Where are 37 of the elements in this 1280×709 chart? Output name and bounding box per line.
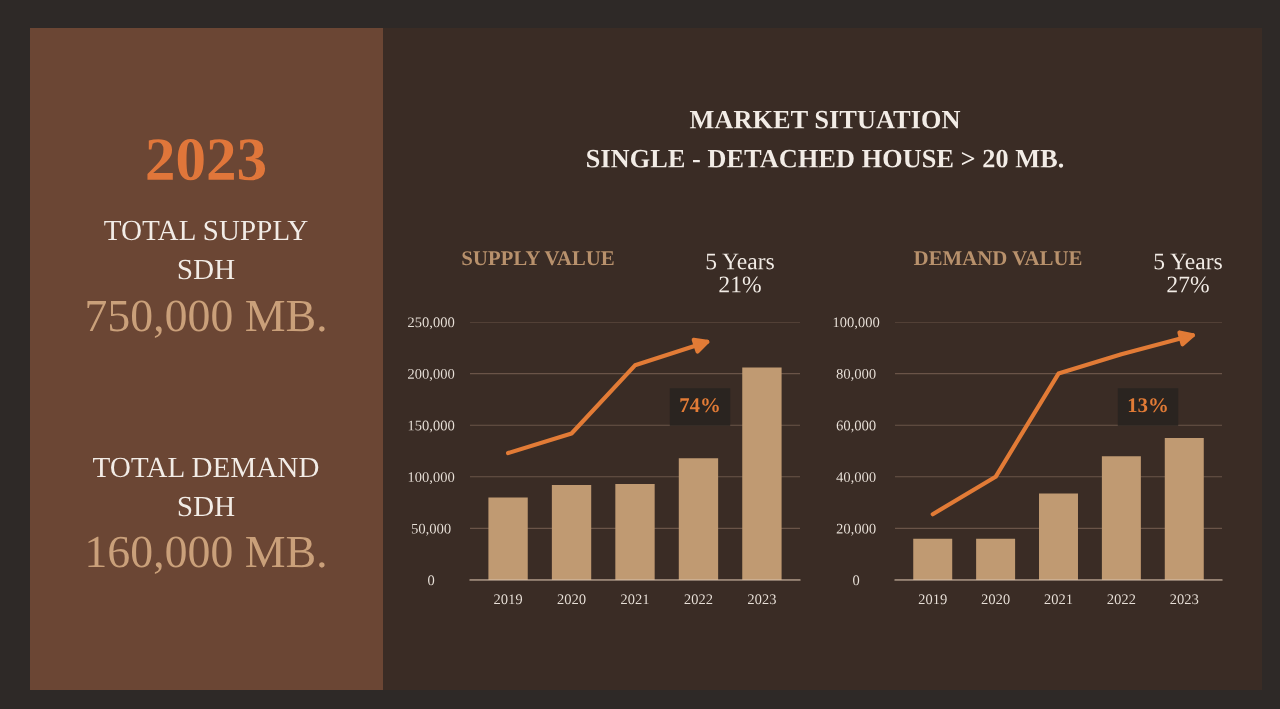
text: MARKET SITUATION (689, 110, 961, 129)
x-tick-label: 2021 (1044, 594, 1073, 605)
y-tick-label: 100,000 (833, 317, 880, 330)
text: SDH (178, 259, 235, 280)
x-tick-label: 2019 (494, 594, 523, 605)
text: 2023 (147, 139, 266, 181)
y-tick-label: 0 (428, 575, 435, 586)
y-tick-label: 60,000 (836, 420, 876, 433)
annotation: 13% (1128, 398, 1167, 413)
text: 160,000 MB. (88, 536, 325, 575)
y-tick-label: 80,000 (836, 368, 876, 381)
y-tick-label: 250,000 (408, 317, 455, 330)
text: TOTAL DEMAND (93, 457, 319, 478)
text: SDH (178, 496, 235, 517)
text: 750,000 MB. (87, 300, 325, 339)
y-tick-label: 100,000 (408, 472, 455, 485)
chart-title: SUPPLY VALUE (462, 251, 614, 266)
x-tick-label: 2022 (684, 594, 713, 605)
x-tick-label: 2022 (1107, 594, 1136, 605)
y-tick-label: 150,000 (408, 420, 455, 433)
text: 5 Years 27% (1154, 253, 1222, 293)
x-tick-label: 2020 (981, 594, 1010, 605)
x-tick-label: 2021 (621, 594, 649, 605)
x-tick-label: 2019 (918, 594, 947, 605)
y-tick-label: 50,000 (411, 523, 451, 536)
y-tick-label: 20,000 (836, 523, 876, 536)
text: SINGLE - DETACHED HOUSE > 20 MB. (587, 149, 1064, 168)
x-tick-label: 2023 (747, 594, 776, 605)
y-tick-label: 40,000 (836, 472, 876, 485)
chart-title: DEMAND VALUE (913, 251, 1082, 266)
y-tick-label: 200,000 (408, 368, 455, 381)
y-tick-label: 0 (853, 575, 860, 586)
text: TOTAL SUPPLY (104, 220, 308, 241)
annotation: 74% (680, 398, 719, 413)
text: 5 Years 21% (706, 253, 774, 293)
x-tick-label: 2020 (557, 594, 586, 605)
x-tick-label: 2023 (1170, 594, 1199, 605)
